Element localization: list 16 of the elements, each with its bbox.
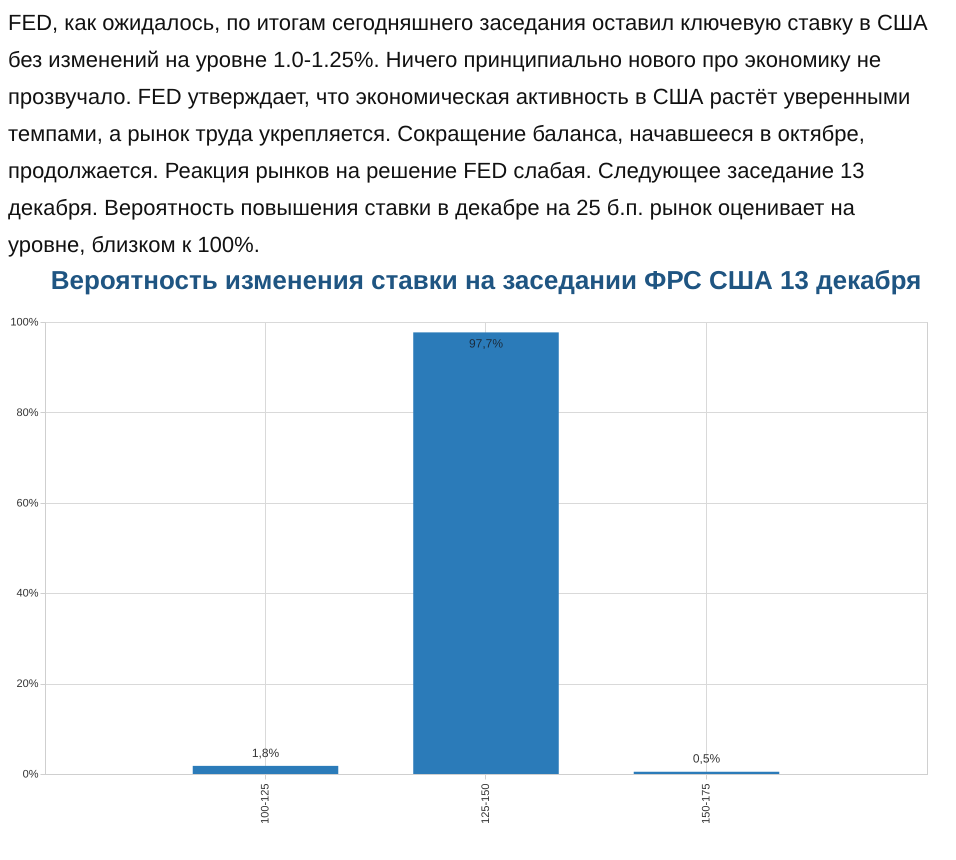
- y-tick-label: 0%: [22, 768, 39, 780]
- bar: [413, 332, 559, 774]
- data-label: 97,7%: [468, 336, 504, 350]
- y-tick-label: 100%: [10, 316, 39, 328]
- y-tick-label: 80%: [16, 406, 39, 419]
- bar: [192, 766, 338, 774]
- x-tick-label: 125-150: [480, 784, 492, 824]
- data-label: 1,8%: [252, 746, 280, 760]
- y-tick-label: 20%: [16, 678, 39, 690]
- data-label: 0,5%: [692, 752, 720, 766]
- x-tick-label: 100-125: [260, 784, 272, 824]
- y-tick-label: 40%: [16, 588, 39, 600]
- chart-title: Вероятность изменения ставки на заседании ФРС США 13 декабря: [50, 265, 922, 295]
- x-tick-label: 150-175: [700, 784, 712, 824]
- y-tick-label: 60%: [16, 497, 39, 510]
- text: FED, как ожидалось, по итогам сегодняшнего заседания оставил ключевую ставку в США без изменений на уровне 1.0-1.25%. Ничего принципиально нового про экономику не прозвучало. FED утверждает, что экономическая активность в США растёт уверенными темпами, а рынок труда укрепляется. Сокращение баланса, начавшееся в октябре, продолжается. Реакция рынков на решение FED слабая. Следующее заседание 13 декабря. Вероятность повышения ставки в декабре на 25 б.п. рынок оценивает на уровне, близком к 100%.: [8, 9, 928, 259]
